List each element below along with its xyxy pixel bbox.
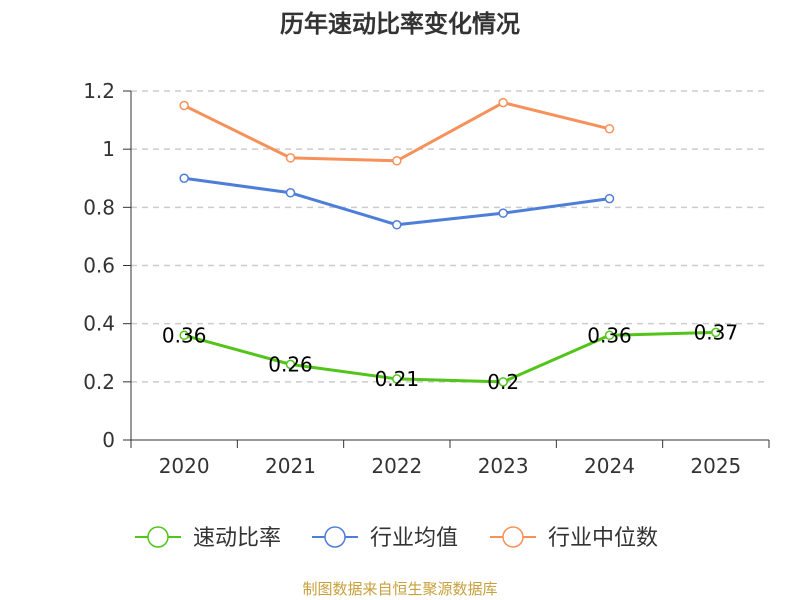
y-tick-label: 0 bbox=[102, 428, 115, 452]
data-label: 0.2 bbox=[487, 370, 519, 394]
series-line bbox=[183, 101, 610, 163]
legend-label: 行业中位数 bbox=[548, 526, 658, 551]
data-point bbox=[604, 330, 615, 341]
data-label: 0.36 bbox=[587, 323, 632, 347]
legend-marker bbox=[147, 526, 169, 548]
data-point bbox=[392, 374, 402, 384]
x-tick-label: 2022 bbox=[371, 454, 422, 478]
axes: 0 0.2 0.4 0.6 0.8 1 1.2 2020 2021 2022 2023 2024 202… bbox=[83, 79, 770, 478]
legend-item[interactable]: 速动比率 bbox=[135, 526, 281, 551]
series-line bbox=[183, 176, 610, 227]
data-point bbox=[604, 124, 615, 134]
data-labels: 0.36 0.26 0.21 0.2 0.36 0.37 bbox=[162, 320, 738, 393]
y-tick-label: 0.6 bbox=[83, 254, 115, 278]
y-tick-label: 0.4 bbox=[83, 312, 115, 336]
data-point bbox=[711, 327, 721, 338]
data-point bbox=[285, 359, 296, 370]
chart-title: 历年速动比率变化情况 bbox=[280, 10, 520, 38]
x-tick-label: 2020 bbox=[159, 454, 210, 478]
source-note: 制图数据来自恒生聚源数据库 bbox=[302, 580, 497, 598]
legend-marker bbox=[502, 526, 524, 548]
data-point bbox=[498, 97, 508, 108]
data-point bbox=[179, 173, 189, 183]
data-point bbox=[604, 193, 615, 204]
data-label: 0.21 bbox=[375, 367, 420, 391]
series-line bbox=[183, 330, 716, 384]
legend-marker bbox=[324, 526, 346, 548]
y-tick-label: 1 bbox=[102, 137, 115, 161]
data-point bbox=[179, 330, 189, 341]
grid bbox=[131, 90, 769, 383]
legend-item[interactable]: 行业均值 bbox=[312, 526, 458, 551]
data-point bbox=[392, 156, 402, 166]
legend[interactable]: 速动比率 行业均值 行业中位数 bbox=[135, 526, 658, 551]
data-point bbox=[498, 208, 508, 218]
x-tick-label: 2025 bbox=[690, 454, 741, 478]
x-tick-label: 2021 bbox=[265, 454, 316, 478]
data-label: 0.36 bbox=[162, 323, 207, 347]
x-tick-label: 2024 bbox=[584, 454, 635, 478]
data-label: 0.37 bbox=[694, 320, 739, 344]
data-point bbox=[498, 377, 508, 387]
legend-item[interactable]: 行业中位数 bbox=[490, 526, 658, 551]
data-point bbox=[179, 100, 189, 111]
data-point bbox=[392, 220, 402, 230]
data-label: 0.26 bbox=[268, 352, 313, 376]
y-tick-label: 1.2 bbox=[83, 79, 115, 103]
data-point bbox=[285, 153, 296, 163]
x-tick-label: 2023 bbox=[478, 454, 529, 478]
legend-label: 行业均值 bbox=[370, 526, 458, 551]
y-tick-label: 0.8 bbox=[83, 195, 115, 219]
y-tick-label: 0.2 bbox=[83, 370, 115, 394]
series bbox=[179, 97, 721, 387]
data-point bbox=[285, 188, 296, 198]
legend-label: 速动比率 bbox=[193, 526, 281, 551]
